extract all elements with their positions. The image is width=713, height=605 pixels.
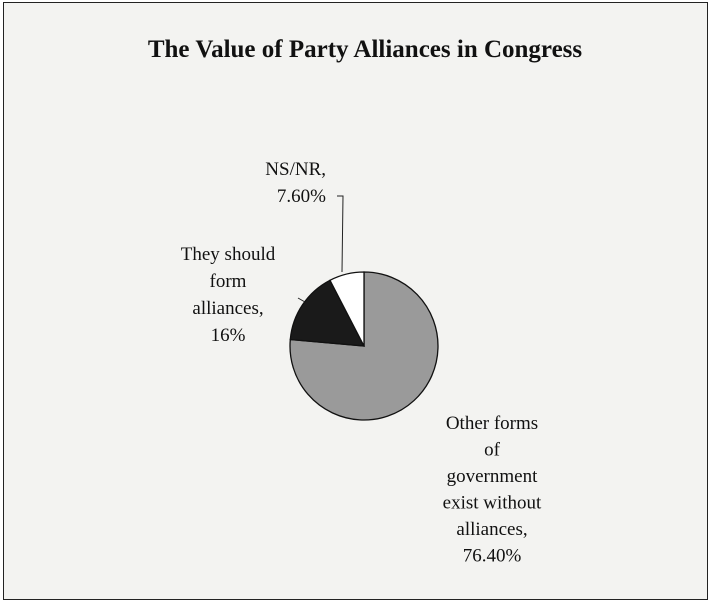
slice-label-line: 7.60% xyxy=(277,186,326,207)
leader-line-2 xyxy=(337,195,344,273)
leader-lines xyxy=(297,195,344,303)
slice-label-line: government xyxy=(447,466,538,487)
slice-label-line: form xyxy=(210,271,247,292)
leader-line-1 xyxy=(297,297,306,303)
slice-label-line: 16% xyxy=(211,325,246,346)
slice-label-2: NS/NR, 7.60% xyxy=(265,159,326,207)
slice-label-line: NS/NR, xyxy=(265,159,326,180)
slice-label-line: of xyxy=(484,440,501,461)
chart-title: The Value of Party Alliances in Congress xyxy=(148,36,583,63)
data-labels: Other forms of government exist without alli… xyxy=(181,159,542,567)
slice-label-line: Other forms xyxy=(446,413,538,434)
slice-label-line: 76.40% xyxy=(463,546,522,567)
pie-slices xyxy=(289,271,439,421)
pie-slice-2 xyxy=(329,271,365,347)
slice-label-1: They should form alliances, 16% xyxy=(181,244,276,346)
slice-label-line: alliances, xyxy=(192,298,263,319)
slice-label-line: They should xyxy=(181,244,276,265)
slice-label-line: exist without xyxy=(443,493,542,514)
slice-label-line: alliances, xyxy=(456,519,527,540)
slice-label-0: Other forms of government exist without alli… xyxy=(443,413,542,567)
pie-slice-0 xyxy=(289,271,439,421)
pie-slice-1 xyxy=(289,279,366,347)
